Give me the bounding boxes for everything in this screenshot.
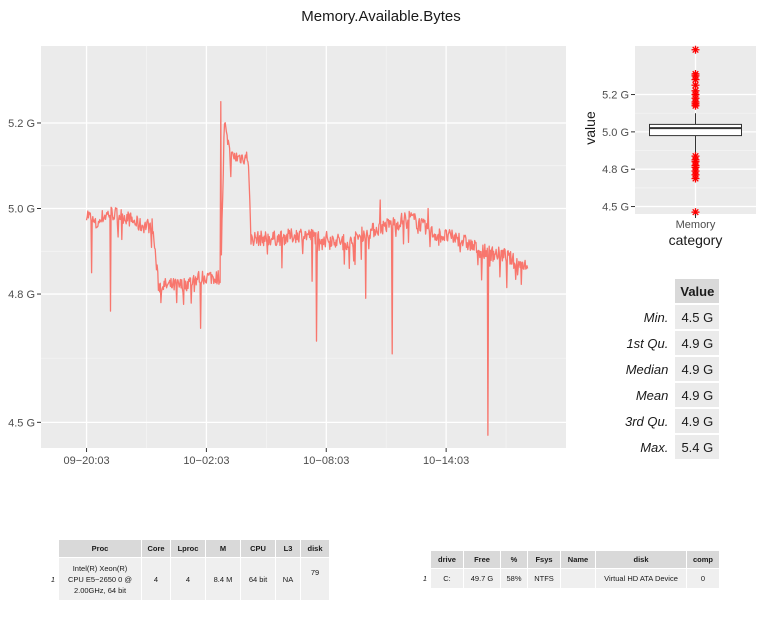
hardware-cell: 79	[301, 558, 329, 600]
summary-label: Median	[625, 361, 669, 377]
x-tick-label: 10−02:03	[183, 455, 229, 467]
hardware-cell: NA	[276, 558, 300, 600]
summary-label: 3rd Qu.	[625, 413, 669, 429]
outlier-point	[691, 174, 700, 183]
drives-header: Fsys	[528, 551, 560, 568]
y-tick-label: 4.5 G	[8, 417, 35, 429]
hardware-cell-proc: Intel(R) Xeon(R) CPU E5−2650 0 @ 2.00GHz…	[59, 558, 141, 600]
drives-cell	[561, 569, 595, 588]
summary-label: Mean	[635, 387, 669, 403]
y-tick-label: 5.0 G	[602, 127, 629, 139]
hardware-header: L3	[276, 540, 300, 557]
row-index: 1	[48, 558, 58, 600]
outlier-stroke	[692, 81, 699, 89]
drives-cell: NTFS	[528, 569, 560, 588]
drives-header: comp	[687, 551, 719, 568]
hardware-cell: 4	[142, 558, 170, 600]
summary-label: Max.	[640, 439, 669, 455]
hardware-header: Lproc	[171, 540, 205, 557]
drives-cell: 49.7 G	[464, 569, 500, 588]
hardware-table: Proc Core Lproc M CPU L3 disk 1 Intel(R)…	[47, 539, 330, 601]
x-tick-label: Memory	[676, 219, 716, 231]
y-tick-label: 5.0 G	[8, 204, 35, 216]
summary-value: 4.9 G	[675, 409, 720, 433]
hardware-header: M	[206, 540, 240, 557]
hardware-corner	[48, 540, 58, 557]
summary-value: 4.9 G	[675, 357, 720, 381]
drives-cell: C:	[431, 569, 463, 588]
outlier-stroke	[692, 76, 699, 83]
y-tick-label: 4.8 G	[602, 164, 629, 176]
drives-table: drive Free % Fsys Name disk comp 1 C: 49…	[419, 550, 720, 589]
series-line	[85, 100, 529, 436]
drives-corner	[420, 551, 430, 568]
outlier-stroke	[692, 208, 699, 216]
box-iqr	[649, 123, 742, 137]
y-tick-label: 5.2 G	[8, 118, 35, 130]
drives-header: drive	[431, 551, 463, 568]
summary-header: Value	[675, 279, 720, 303]
summary-value: 4.5 G	[675, 305, 720, 329]
x-tick-label: 09−20:03	[63, 455, 109, 467]
outlier-point	[691, 101, 700, 110]
hardware-cell: 64 bit	[241, 558, 275, 600]
summary-label: 1st Qu.	[626, 335, 669, 351]
drives-header: Name	[561, 551, 595, 568]
drives-cell: 0	[687, 569, 719, 588]
drives-header: Free	[464, 551, 500, 568]
hardware-cell: 4	[171, 558, 205, 600]
drives-header: disk	[596, 551, 686, 568]
outlier-stroke	[692, 175, 699, 182]
hardware-cell: 8.4 M	[206, 558, 240, 600]
drives-cell: 58%	[501, 569, 527, 588]
y-tick-label: 5.2 G	[602, 90, 629, 102]
outlier-stroke	[692, 46, 699, 53]
x-axis-label: category	[669, 232, 723, 248]
outlier-point	[691, 45, 700, 54]
hardware-header: disk	[301, 540, 329, 557]
chart-title: Memory.Available.Bytes	[301, 8, 461, 25]
x-tick-label: 10−08:03	[303, 455, 349, 467]
hardware-header: Proc	[59, 540, 141, 557]
main-line-chart: 09−20:03 10−02:03 10−08:03 10−14:03 4.5 G 4.8…	[8, 46, 566, 467]
hardware-header: Core	[142, 540, 170, 557]
hardware-header: CPU	[241, 540, 275, 557]
summary-label: Min.	[643, 309, 669, 325]
y-axis-label: value	[582, 111, 598, 145]
y-tick-label: 4.8 G	[8, 289, 35, 301]
x-tick-label: 10−14:03	[423, 455, 469, 467]
row-index: 1	[420, 569, 430, 588]
summary-value: 4.9 G	[675, 383, 720, 407]
summary-table: Value Min. 4.5 G 1st Qu. 4.9 G Median 4.9 G…	[618, 277, 721, 461]
summary-value: 5.4 G	[675, 435, 720, 459]
drives-header: %	[501, 551, 527, 568]
drives-cell: Virtual HD ATA Device	[596, 569, 686, 588]
outlier-stroke	[692, 102, 699, 109]
summary-corner	[620, 279, 674, 303]
y-tick-label: 4.5 G	[602, 202, 629, 214]
summary-value: 4.9 G	[675, 331, 720, 355]
